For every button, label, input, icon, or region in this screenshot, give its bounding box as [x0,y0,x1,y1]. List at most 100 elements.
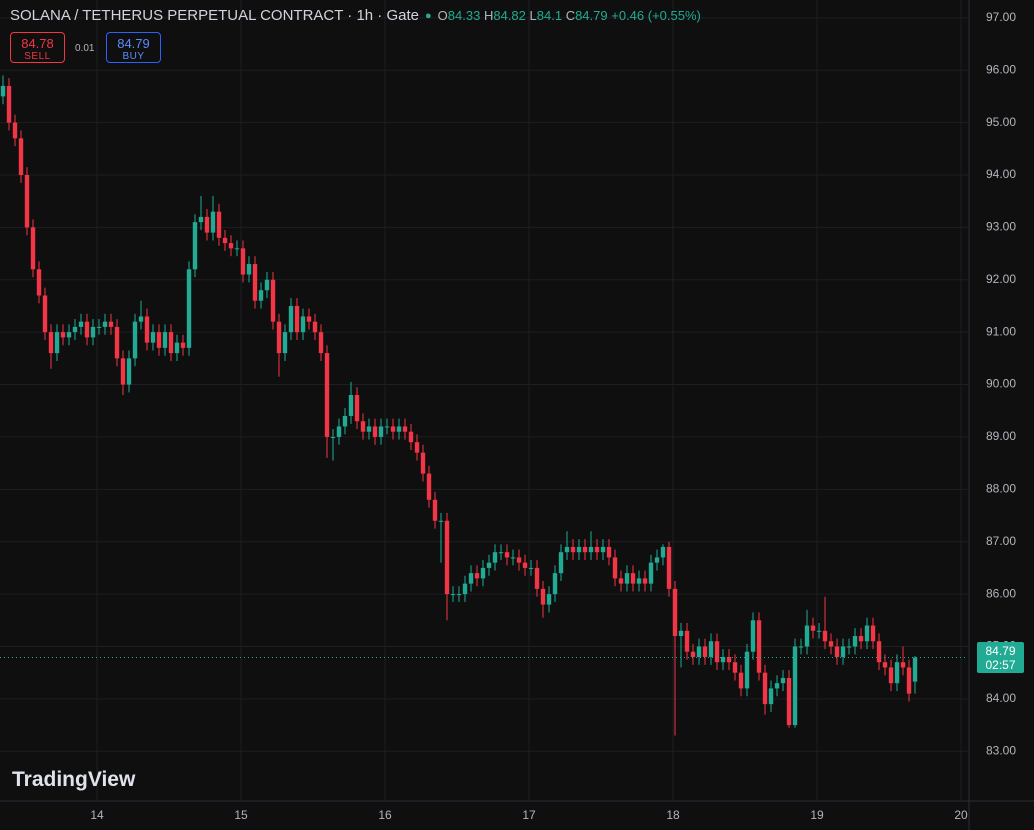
candle-body [306,316,312,322]
y-tick-label: 93.00 [986,220,1016,234]
ohlc-value: 84.79 [575,8,608,23]
candle-body [192,222,198,270]
candle-body [510,557,516,559]
candle-body [780,677,786,684]
candle-body [600,546,606,553]
symbol-title[interactable]: SOLANA / TETHERUS PERPETUAL CONTRACT · 1… [10,7,419,24]
candle-body [198,216,204,223]
candle-body [276,321,282,354]
y-tick-label: 94.00 [986,167,1016,181]
candle-body [888,667,894,684]
candle-body [558,552,564,574]
y-tick-label: 90.00 [986,377,1016,391]
sell-button[interactable]: 84.78 SELL [10,32,65,63]
header: SOLANA / TETHERUS PERPETUAL CONTRACT · 1… [10,7,701,24]
candle-body [612,557,618,579]
candle-body [762,672,768,705]
y-tick-label: 96.00 [986,62,1016,76]
candle-body [768,688,774,705]
candle-body [342,415,348,427]
candle-body [540,588,546,605]
candle-body [450,594,456,596]
candle-body [882,662,888,668]
ohlc-key: C [565,8,576,23]
y-tick-label: 84.00 [986,691,1016,705]
candle-body [138,316,144,322]
candle-body [54,332,60,354]
y-tick-label: 87.00 [986,534,1016,548]
candle-body [678,630,684,637]
candle-body [390,426,396,432]
candle-body [726,656,732,663]
candle-body [66,332,72,338]
candle-body [630,573,636,584]
candle-body [786,677,792,726]
candle-body [240,248,246,275]
candle-body [294,305,300,333]
candle-body [24,174,30,228]
candle-body [504,552,510,558]
ohlc-key: H [483,8,494,23]
candle-body [426,473,432,500]
candle-body [714,641,720,663]
candle-body [0,85,6,97]
candle-body [444,520,450,595]
candle-body [246,264,252,275]
candle-body [462,583,468,595]
candle-body [132,321,138,359]
logo[interactable]: TradingView [12,768,136,791]
candle-body [642,578,648,584]
candle-body [684,630,690,652]
candle-body [78,321,84,327]
candle-body [120,358,126,385]
candle-body [552,573,558,595]
candle-body [432,499,438,521]
y-tick-label: 95.00 [986,115,1016,129]
y-tick-label: 88.00 [986,481,1016,495]
y-tick-label: 86.00 [986,586,1016,600]
candle-body [516,557,522,563]
ohlc-value: 84.1 [536,8,563,23]
candle-body [720,656,726,663]
candle-body [264,279,270,291]
y-tick-label: 91.00 [986,324,1016,338]
candle-body [354,395,360,422]
candle-body [12,122,18,139]
candle-body [84,321,90,338]
candle-body [168,332,174,354]
x-tick-label: 15 [234,808,248,822]
candle-body [96,326,102,328]
candle-body [378,426,384,437]
candle-body [366,426,372,432]
candle-body [474,573,480,579]
candle-body [798,646,804,648]
candle-body [624,573,630,584]
candle-body [72,326,78,333]
buy-button[interactable]: 84.79 BUY [106,32,161,63]
candle-body [822,630,828,642]
y-tick-label: 83.00 [986,743,1016,757]
candle-body [606,546,612,558]
candle-body [402,426,408,432]
candle-body [816,630,822,632]
candle-body [660,546,666,558]
candle-body [810,625,816,631]
candle-body [894,662,900,684]
candle-body [582,546,588,553]
candle-body [870,625,876,642]
candle-body [324,353,330,437]
candle-body [834,646,840,657]
candle-body [60,332,66,338]
candle-body [6,85,12,123]
ohlc-value: 84.82 [493,8,526,23]
x-tick-label: 18 [666,808,680,822]
candle-body [90,326,96,338]
candle-body [486,562,492,568]
candle-body [348,395,354,416]
candle-body [48,332,54,354]
candle-body [126,358,132,385]
candle-body [648,562,654,584]
candle-body [690,651,696,657]
candle-body [900,662,906,668]
candle-body [222,237,228,244]
